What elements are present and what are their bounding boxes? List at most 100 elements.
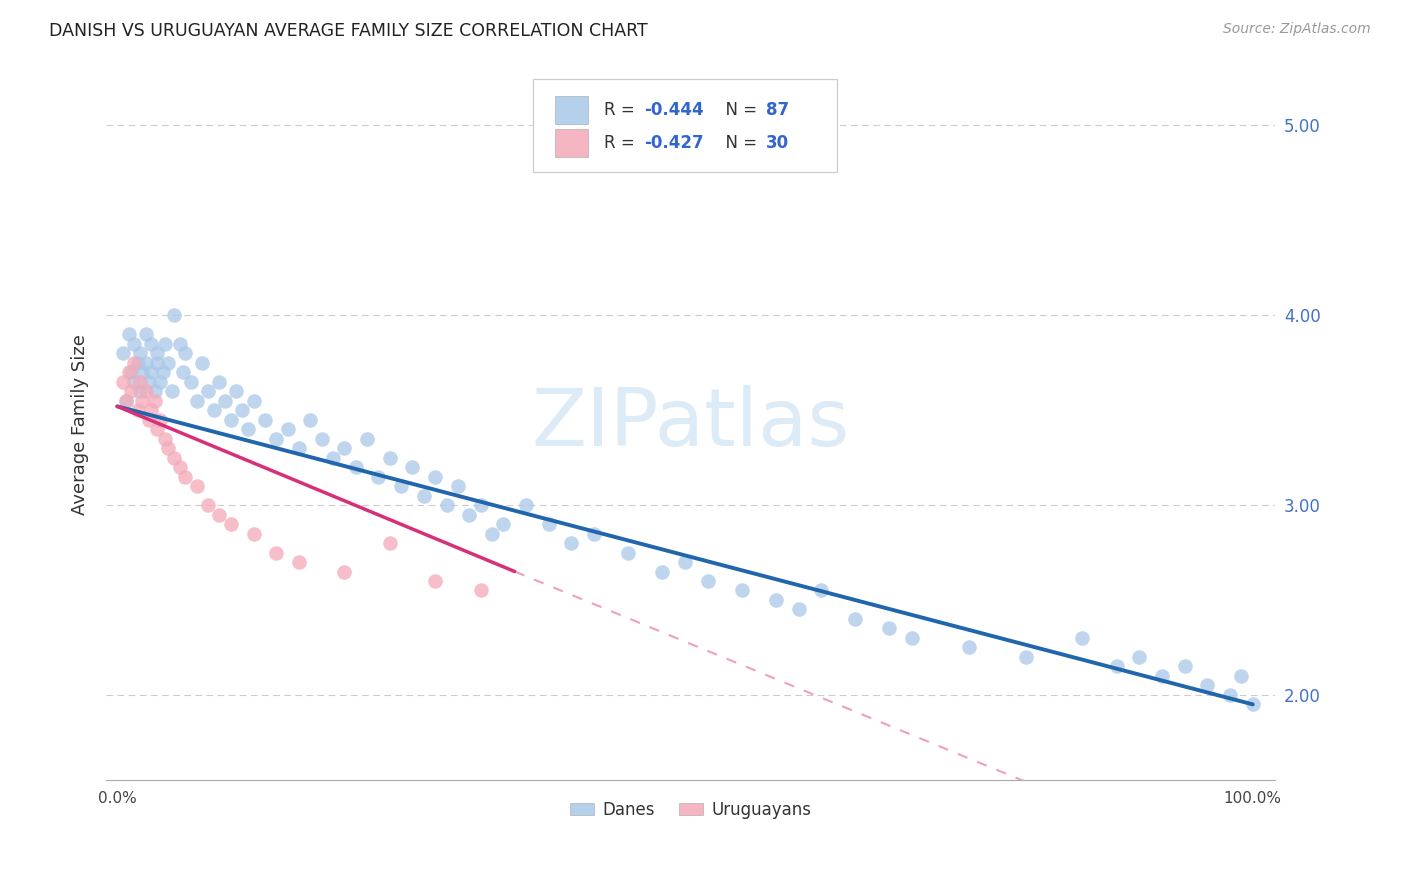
Point: [1219, 688, 1241, 702]
Point: [1128, 649, 1150, 664]
Point: [844, 612, 866, 626]
Point: [412, 489, 434, 503]
Text: R =: R =: [605, 135, 640, 153]
FancyBboxPatch shape: [555, 129, 588, 158]
Point: [696, 574, 718, 588]
Point: [149, 375, 172, 389]
Point: [219, 412, 242, 426]
Point: [333, 565, 356, 579]
Point: [537, 517, 560, 532]
Point: [277, 422, 299, 436]
Point: [141, 403, 163, 417]
Point: [131, 365, 153, 379]
Point: [810, 583, 832, 598]
FancyBboxPatch shape: [555, 95, 588, 124]
Point: [197, 384, 219, 399]
Point: [560, 536, 582, 550]
Point: [129, 384, 152, 399]
Point: [425, 574, 447, 588]
Point: [120, 365, 142, 379]
Point: [1150, 669, 1173, 683]
Point: [879, 622, 901, 636]
Point: [172, 365, 194, 379]
Point: [236, 422, 259, 436]
Point: [264, 545, 287, 559]
Point: [111, 375, 134, 389]
Text: DANISH VS URUGUAYAN AVERAGE FAMILY SIZE CORRELATION CHART: DANISH VS URUGUAYAN AVERAGE FAMILY SIZE …: [49, 22, 648, 40]
Point: [143, 393, 166, 408]
Point: [174, 346, 197, 360]
Point: [219, 517, 242, 532]
Point: [129, 375, 152, 389]
Point: [458, 508, 481, 522]
Point: [135, 384, 157, 399]
Point: [115, 393, 138, 408]
Point: [311, 432, 333, 446]
Point: [157, 441, 180, 455]
Point: [135, 356, 157, 370]
Point: [124, 375, 146, 389]
Point: [186, 479, 208, 493]
Text: N =: N =: [716, 101, 762, 119]
Point: [617, 545, 640, 559]
Point: [214, 393, 236, 408]
Point: [378, 450, 401, 465]
Point: [143, 384, 166, 399]
Point: [180, 375, 202, 389]
Point: [378, 536, 401, 550]
Point: [731, 583, 754, 598]
Point: [242, 526, 264, 541]
Point: [141, 365, 163, 379]
Text: N =: N =: [716, 135, 762, 153]
Point: [425, 469, 447, 483]
Text: 87: 87: [765, 101, 789, 119]
Point: [146, 346, 169, 360]
Point: [141, 336, 163, 351]
Point: [124, 336, 146, 351]
Point: [492, 517, 515, 532]
Point: [264, 432, 287, 446]
Point: [191, 356, 214, 370]
Point: [131, 393, 153, 408]
Point: [124, 356, 146, 370]
Point: [651, 565, 673, 579]
Point: [1015, 649, 1038, 664]
Point: [231, 403, 253, 417]
Point: [127, 403, 149, 417]
Point: [153, 336, 176, 351]
Point: [157, 356, 180, 370]
Point: [356, 432, 378, 446]
Point: [127, 356, 149, 370]
Point: [436, 498, 458, 512]
Point: [389, 479, 412, 493]
Point: [163, 308, 186, 322]
Point: [367, 469, 389, 483]
Point: [481, 526, 503, 541]
Point: [135, 327, 157, 342]
Point: [146, 356, 169, 370]
Point: [160, 384, 183, 399]
Point: [288, 555, 311, 569]
Legend: Danes, Uruguayans: Danes, Uruguayans: [564, 794, 818, 825]
Point: [186, 393, 208, 408]
Point: [299, 412, 322, 426]
Point: [322, 450, 344, 465]
Point: [242, 393, 264, 408]
Point: [1105, 659, 1128, 673]
Text: R =: R =: [605, 101, 640, 119]
Point: [169, 336, 191, 351]
Point: [111, 346, 134, 360]
Point: [138, 412, 160, 426]
FancyBboxPatch shape: [533, 79, 837, 172]
Point: [1197, 678, 1219, 692]
Point: [169, 460, 191, 475]
Point: [344, 460, 367, 475]
Point: [120, 384, 142, 399]
Point: [1230, 669, 1253, 683]
Point: [208, 375, 231, 389]
Point: [117, 327, 139, 342]
Point: [163, 450, 186, 465]
Text: ZIPatlas: ZIPatlas: [531, 385, 849, 464]
Point: [129, 346, 152, 360]
Point: [470, 498, 492, 512]
